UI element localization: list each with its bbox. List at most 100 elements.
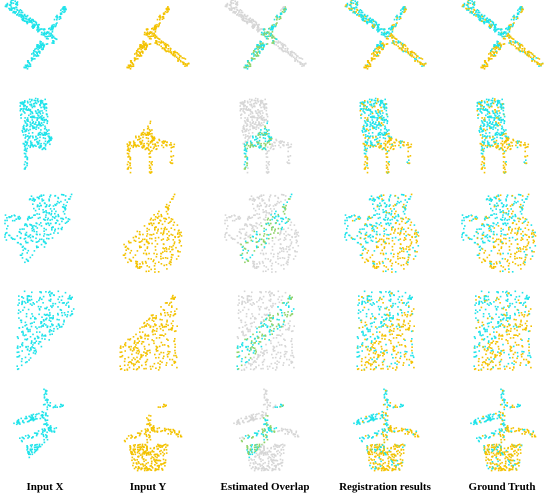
point (485, 132, 487, 135)
point (43, 46, 45, 48)
point (246, 119, 249, 121)
point (501, 140, 504, 143)
point (168, 144, 171, 146)
point (138, 245, 141, 247)
point (364, 141, 367, 144)
point (154, 268, 156, 270)
point (129, 143, 131, 145)
point (154, 216, 157, 218)
point (40, 41, 42, 43)
point (401, 250, 403, 252)
point (473, 14, 475, 16)
point (411, 54, 414, 56)
point (255, 241, 258, 243)
point (244, 261, 246, 264)
point (140, 55, 142, 57)
point (40, 124, 43, 127)
point (32, 135, 34, 138)
point (33, 26, 35, 28)
point (286, 245, 288, 248)
point (504, 171, 507, 173)
point (499, 134, 502, 136)
point (496, 133, 499, 136)
point (47, 140, 49, 143)
point (24, 140, 27, 143)
point (248, 198, 251, 201)
point (504, 168, 506, 171)
point (410, 193, 413, 196)
point (391, 34, 394, 36)
point (524, 48, 526, 50)
point (150, 38, 152, 40)
point (377, 127, 380, 129)
point (400, 193, 403, 196)
point (372, 198, 375, 201)
point (367, 249, 370, 252)
point (389, 147, 392, 150)
point (256, 141, 258, 144)
point (37, 24, 39, 26)
point (269, 260, 271, 263)
point (25, 150, 28, 152)
point (170, 150, 172, 153)
point (372, 19, 374, 21)
point (391, 229, 393, 231)
point (135, 260, 137, 263)
point (356, 14, 359, 16)
point (251, 125, 254, 127)
point (282, 203, 285, 206)
point (383, 32, 386, 35)
point (384, 257, 387, 260)
point (271, 262, 274, 265)
point (381, 249, 383, 252)
point (233, 219, 236, 222)
point (502, 129, 505, 131)
point (282, 218, 285, 220)
point (254, 116, 256, 119)
point (7, 225, 9, 227)
point (267, 141, 270, 143)
point (481, 137, 483, 139)
point (371, 111, 373, 113)
point (42, 48, 44, 50)
point (278, 47, 281, 50)
point (375, 47, 377, 50)
point (33, 250, 36, 252)
point (348, 7, 350, 10)
point (4, 5, 7, 8)
point (53, 232, 55, 234)
point (376, 117, 378, 119)
point (170, 162, 172, 164)
point (481, 15, 483, 18)
point (151, 224, 154, 227)
point (31, 142, 33, 144)
point (461, 5, 464, 8)
point (51, 42, 53, 44)
point (257, 266, 260, 268)
point (379, 113, 382, 115)
point (273, 23, 275, 26)
point (155, 42, 158, 44)
point (261, 44, 263, 46)
point (473, 1, 476, 3)
point (274, 145, 277, 147)
point (255, 47, 257, 50)
point (508, 31, 511, 33)
point (407, 48, 409, 50)
point (271, 245, 274, 248)
point (247, 135, 249, 137)
point (43, 116, 45, 119)
point (493, 119, 495, 121)
point (360, 243, 362, 246)
point (167, 48, 169, 50)
point (483, 109, 485, 111)
point (151, 129, 153, 131)
point (239, 109, 242, 112)
point (168, 248, 170, 250)
point (508, 24, 511, 26)
point (374, 101, 377, 104)
point (391, 210, 393, 212)
point (256, 205, 259, 208)
point (257, 127, 260, 129)
point (378, 205, 381, 208)
